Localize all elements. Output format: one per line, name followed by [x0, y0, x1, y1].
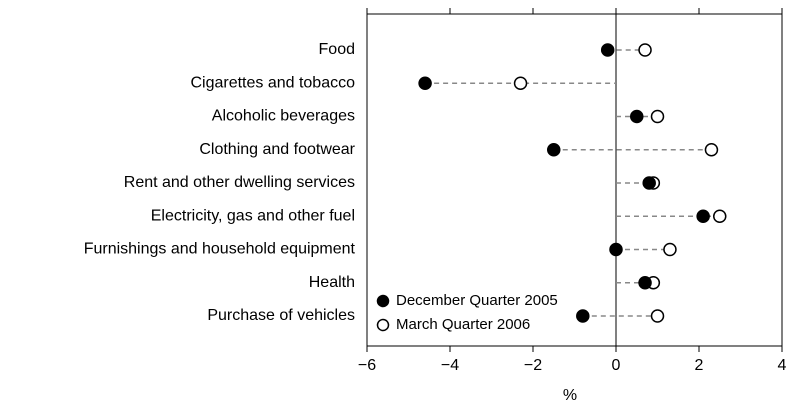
category-label: Purchase of vehicles [207, 307, 355, 324]
dot [713, 209, 727, 223]
dot [600, 43, 615, 57]
x-axis-label: % [563, 387, 577, 403]
x-tick-label: 4 [778, 357, 787, 374]
dot [513, 76, 528, 90]
category-label: Health [309, 274, 355, 291]
plot-frame [366, 13, 783, 347]
category-label: Rent and other dwelling services [124, 174, 355, 191]
category-label: Alcoholic beverages [212, 108, 355, 125]
dot [547, 143, 561, 157]
x-tick-label: 0 [612, 357, 621, 374]
x-tick-label: 2 [695, 357, 704, 374]
category-label: Clothing and footwear [199, 141, 355, 158]
dot [630, 109, 644, 124]
legend-marker [376, 318, 390, 332]
dot [638, 43, 652, 57]
dot [650, 309, 665, 323]
dot [638, 276, 652, 290]
dot [418, 76, 432, 90]
dot [650, 109, 665, 124]
dot [696, 209, 710, 223]
x-tick-label: −2 [524, 357, 542, 374]
dot [642, 176, 656, 190]
legend-label: December Quarter 2005 [396, 292, 558, 309]
category-label: Electricity, gas and other fuel [151, 207, 355, 224]
category-label: Cigarettes and tobacco [190, 74, 355, 91]
legend-marker [376, 294, 390, 308]
dot [609, 242, 623, 257]
x-tick-label: −4 [441, 357, 459, 374]
x-tick-label: −6 [358, 357, 376, 374]
category-label: Furnishings and household equipment [84, 241, 356, 258]
category-label: Food [319, 41, 355, 58]
dot [576, 309, 590, 323]
dot [663, 242, 677, 257]
dot [704, 143, 719, 157]
legend-label: March Quarter 2006 [396, 316, 530, 333]
